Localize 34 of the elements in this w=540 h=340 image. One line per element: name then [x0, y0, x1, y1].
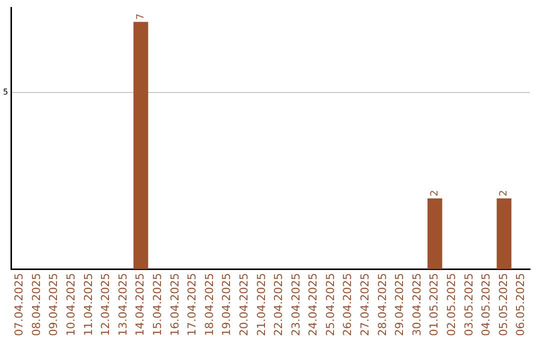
x-tick-label: 25.04.2025 — [324, 273, 337, 336]
x-tick-label: 06.05.2025 — [514, 273, 528, 336]
x-tick-label: 08.04.2025 — [30, 273, 43, 336]
x-tick-label: 29.04.2025 — [393, 273, 406, 336]
x-tick-label: 14.04.2025 — [134, 273, 147, 336]
x-tick-label: 30.04.2025 — [410, 273, 424, 336]
x-tick-label: 26.04.2025 — [341, 273, 354, 336]
x-tick-label: 12.04.2025 — [99, 273, 112, 336]
x-tick-label: 04.05.2025 — [480, 273, 493, 336]
x-tick-label: 21.04.2025 — [254, 273, 268, 336]
x-tick-label: 16.04.2025 — [168, 273, 182, 336]
data-label: 2 — [498, 190, 510, 196]
x-tick-label: 15.04.2025 — [150, 273, 164, 336]
x-tick-label: 27.04.2025 — [358, 273, 372, 336]
data-label: 2 — [429, 190, 440, 196]
x-tick-label: 05.05.2025 — [496, 273, 510, 336]
x-tick-label: 07.04.2025 — [12, 273, 26, 336]
x-tick-label: 10.04.2025 — [64, 273, 78, 336]
x-tick-label: 03.05.2025 — [462, 273, 476, 336]
x-tick-label: 01.05.2025 — [428, 273, 441, 336]
x-tick-label: 02.05.2025 — [445, 273, 458, 336]
x-tick-label: 24.04.2025 — [306, 273, 320, 336]
x-tick-label: 20.04.2025 — [237, 273, 250, 336]
x-tick-label: 19.04.2025 — [220, 273, 234, 336]
y-tick-label: 5 — [2, 88, 8, 97]
x-tick-label: 22.04.2025 — [272, 273, 286, 336]
x-tick-label: 17.04.2025 — [186, 273, 199, 336]
x-tick-label: 11.04.2025 — [82, 273, 95, 336]
x-tick-label: 09.04.2025 — [47, 273, 60, 336]
x-tick-label: 18.04.2025 — [202, 273, 216, 336]
x-tick-label: 28.04.2025 — [376, 273, 389, 336]
x-tick-label: 23.04.2025 — [289, 273, 302, 336]
data-label: 7 — [135, 14, 146, 20]
x-tick-label: 13.04.2025 — [116, 273, 130, 336]
